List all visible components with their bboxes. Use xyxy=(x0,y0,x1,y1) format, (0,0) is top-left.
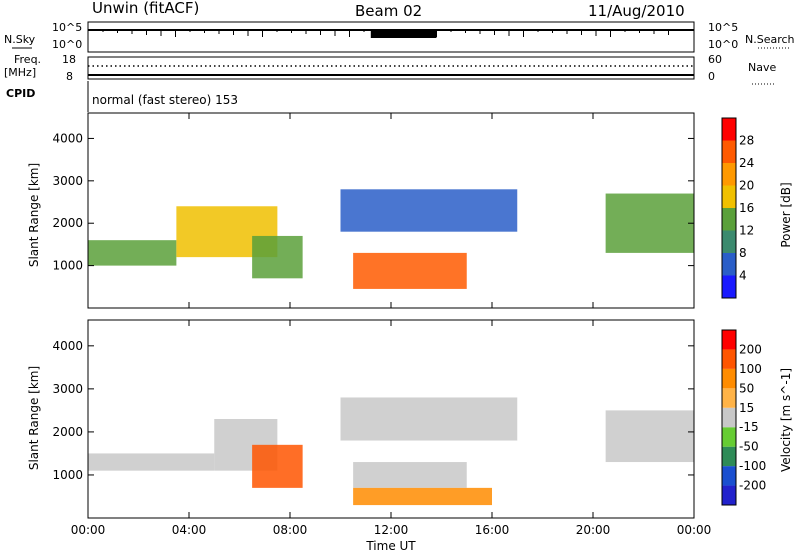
colorbar-tick-label: 4 xyxy=(739,269,747,283)
colorbar-tick-label: 20 xyxy=(739,179,754,193)
nsky-panel: N.Sky 10^5 10^0 10^5 10^0 N.Search xyxy=(4,21,795,53)
y-tick-label: 1000 xyxy=(52,259,83,273)
power-y-label: Slant Range [km] xyxy=(27,163,41,267)
x-tick-label: 00:00 xyxy=(71,523,106,537)
cpid-text: normal (fast stereo) 153 xyxy=(92,93,238,107)
colorbar-tick-label: 50 xyxy=(739,381,754,395)
velocity-y-axis: 1000 2000 3000 4000 xyxy=(52,339,694,482)
colorbar-swatch xyxy=(722,140,736,163)
colorbar-tick-label: -100 xyxy=(739,459,766,473)
x-tick-label: 00:00 xyxy=(677,523,712,537)
cpid-panel: CPID normal (fast stereo) 153 xyxy=(6,81,238,112)
colorbar-swatch xyxy=(722,388,736,408)
colorbar-tick-label: 28 xyxy=(739,134,754,148)
colorbar-tick-label: 200 xyxy=(739,342,762,356)
colorbar-swatch xyxy=(722,466,736,486)
y-tick-label: 3000 xyxy=(52,382,83,396)
velocity-colorbar-label: Velocity [m s^-1] xyxy=(779,368,793,472)
x-tick-label: 12:00 xyxy=(374,523,409,537)
data-region xyxy=(605,193,694,253)
colorbar-swatch xyxy=(722,185,736,208)
colorbar-swatch xyxy=(722,330,736,350)
data-region xyxy=(605,410,694,463)
colorbar-tick-label: 8 xyxy=(739,246,747,260)
colorbar-swatch xyxy=(722,208,736,231)
y-tick-label: 1000 xyxy=(52,468,83,482)
power-panel: 1000 2000 3000 4000 Slant Range [km] 4 8 12 16… xyxy=(27,112,793,309)
colorbar-tick-label: -50 xyxy=(739,440,759,454)
velocity-panel: 1000 2000 3000 4000 00:00 04:00 08:00 12:00 16:… xyxy=(27,319,793,553)
y-tick-label: 3000 xyxy=(52,174,83,188)
colorbar-swatch xyxy=(722,230,736,253)
velocity-y-label: Slant Range [km] xyxy=(27,366,41,470)
date-title: 11/Aug/2010 xyxy=(588,2,685,20)
data-region xyxy=(353,252,467,289)
colorbar-swatch xyxy=(722,407,736,428)
freq-unit: [MHz] xyxy=(4,66,36,79)
colorbar-swatch xyxy=(722,427,736,447)
time-axis-label: Time UT xyxy=(365,539,416,553)
y-tick-label: 2000 xyxy=(52,425,83,439)
colorbar-swatch xyxy=(722,349,736,369)
x-tick-label: 16:00 xyxy=(475,523,510,537)
velocity-x-axis: 00:00 04:00 08:00 12:00 16:00 20:00 00:00 xyxy=(71,320,712,537)
freq-tick-bottom: 8 xyxy=(66,70,73,83)
data-region xyxy=(353,487,492,506)
x-tick-label: 08:00 xyxy=(273,523,308,537)
colorbar-swatch xyxy=(722,485,736,505)
cpid-label: CPID xyxy=(6,87,35,100)
nsky-tick-top: 10^5 xyxy=(52,21,82,34)
station-title: Unwin (fitACF) xyxy=(92,0,199,17)
y-tick-label: 4000 xyxy=(52,131,83,145)
y-tick-label: 4000 xyxy=(52,339,83,353)
nave-tick-top: 60 xyxy=(708,53,722,66)
nsearch-label: N.Search xyxy=(745,33,795,46)
power-heatmap xyxy=(88,189,694,289)
nsearch-tick-bottom: 10^0 xyxy=(708,38,738,51)
nsearch-tick-top: 10^5 xyxy=(708,21,738,34)
power-x-ticks xyxy=(87,113,695,308)
data-region xyxy=(353,462,467,488)
nsky-tick-bottom: 10^0 xyxy=(52,38,82,51)
colorbar-swatch xyxy=(722,163,736,186)
data-region xyxy=(88,453,215,471)
colorbar-tick-label: 24 xyxy=(739,156,754,170)
colorbar-tick-label: 12 xyxy=(739,224,754,238)
colorbar-swatch xyxy=(722,275,736,298)
data-region xyxy=(340,397,518,441)
x-tick-label: 20:00 xyxy=(576,523,611,537)
freq-panel: Freq. [MHz] 18 8 60 0 Nave xyxy=(4,53,776,85)
y-tick-label: 2000 xyxy=(52,216,83,230)
colorbar-swatch xyxy=(722,118,736,141)
velocity-colorbar: -200 -100 -50 -15 15 50 100 200 xyxy=(721,329,766,506)
nave-label: Nave xyxy=(748,61,776,74)
colorbar-tick-label: 15 xyxy=(739,401,754,415)
data-region xyxy=(340,189,518,232)
beam-title: Beam 02 xyxy=(355,2,422,20)
nave-tick-bottom: 0 xyxy=(708,70,715,83)
colorbar-tick-label: -200 xyxy=(739,479,766,493)
freq-tick-top: 18 xyxy=(62,53,76,66)
nsky-trace xyxy=(88,29,694,38)
colorbar-tick-label: 100 xyxy=(739,362,762,376)
power-y-axis: 1000 2000 3000 4000 xyxy=(52,131,694,273)
freq-label: Freq. xyxy=(14,53,41,66)
colorbar-swatch xyxy=(722,253,736,276)
colorbar-swatch xyxy=(722,368,736,389)
colorbar-swatch xyxy=(722,446,736,467)
data-region xyxy=(88,240,177,266)
colorbar-tick-label: -15 xyxy=(739,420,759,434)
data-region xyxy=(252,444,303,488)
x-tick-label: 04:00 xyxy=(172,523,207,537)
data-region xyxy=(252,235,303,279)
nsky-label: N.Sky xyxy=(4,33,36,46)
colorbar-tick-label: 16 xyxy=(739,201,754,215)
power-colorbar-label: Power [dB] xyxy=(779,182,793,247)
velocity-heatmap xyxy=(88,397,694,506)
power-colorbar: 4 8 12 16 20 24 28 xyxy=(721,117,754,299)
